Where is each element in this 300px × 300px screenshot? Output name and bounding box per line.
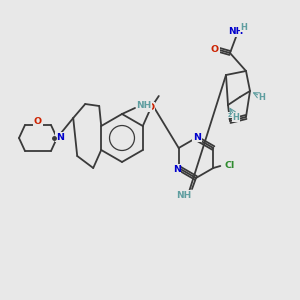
Text: O: O — [34, 118, 42, 127]
Text: O: O — [147, 103, 155, 112]
Text: NH: NH — [136, 101, 152, 110]
Text: z: z — [228, 112, 232, 118]
Text: N: N — [193, 133, 201, 142]
Text: H: H — [232, 112, 239, 122]
Text: N: N — [56, 133, 64, 142]
Text: Cl: Cl — [224, 160, 234, 169]
Text: O: O — [211, 44, 219, 53]
Text: NH: NH — [176, 190, 192, 200]
Text: H: H — [259, 92, 266, 101]
Text: N: N — [173, 164, 181, 173]
Text: NH: NH — [228, 28, 244, 37]
Text: H: H — [241, 22, 248, 32]
